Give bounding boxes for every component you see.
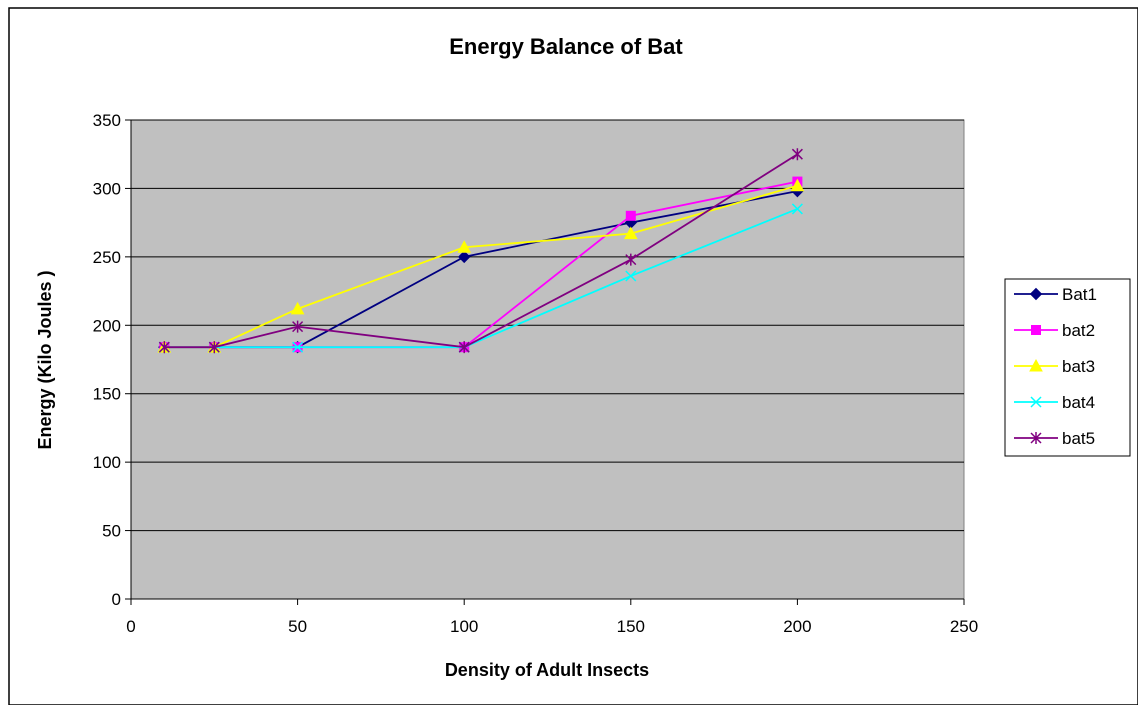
legend-box (1004, 278, 1131, 457)
data-point-bat5 (625, 253, 637, 266)
data-point-bat3 (790, 178, 805, 192)
y-tick-label: 300 (93, 179, 121, 198)
data-point-bat3 (290, 301, 305, 315)
x-tick-label: 200 (783, 617, 811, 636)
x-tick-label: 50 (288, 617, 307, 636)
legend-marker-bat1 (1029, 287, 1043, 301)
legend-marker-bat3 (1029, 358, 1043, 372)
x-axis-label: Density of Adult Insects (445, 660, 649, 680)
legend-marker-bat4 (1030, 396, 1042, 408)
legend-marker-bat2 (1031, 325, 1041, 335)
x-tick-label: 0 (126, 617, 135, 636)
data-point-bat5 (791, 148, 803, 161)
data-point-bat4 (625, 270, 637, 282)
y-axis-label: Energy (Kilo Joules ) (35, 270, 55, 449)
series-line-bat5 (164, 153, 798, 349)
plot-background (130, 119, 965, 600)
y-tick-label: 100 (93, 453, 121, 472)
data-point-bat4 (292, 341, 304, 353)
data-point-bat5 (458, 341, 470, 354)
data-point-bat5 (292, 320, 304, 333)
y-tick-label: 250 (93, 248, 121, 267)
data-point-bat5 (158, 341, 170, 354)
x-tick-label: 250 (950, 617, 978, 636)
legend-label-bat5: bat5 (1062, 429, 1095, 448)
legend-marker-bat5 (1030, 432, 1042, 444)
legend: Bat1 bat2 bat3 bat4 bat5 (1004, 278, 1131, 457)
y-tick-label: 150 (93, 385, 121, 404)
data-point-bat3 (457, 240, 472, 253)
y-tick-label: 50 (102, 522, 121, 541)
legend-label-bat1: Bat1 (1062, 285, 1097, 304)
data-point-bat5 (208, 341, 220, 354)
y-tick-label: 350 (93, 111, 121, 130)
data-point-bat4 (791, 203, 803, 215)
chart-title: Energy Balance of Bat (449, 34, 683, 59)
y-tick-label: 0 (112, 590, 121, 609)
legend-label-bat2: bat2 (1062, 321, 1095, 340)
data-point-bat3 (623, 226, 638, 240)
legend-label-bat3: bat3 (1062, 357, 1095, 376)
x-tick-label: 100 (450, 617, 478, 636)
plot-area: 0 50 100 150 200 250 300 350 0 50 100 150 200 250 (93, 111, 979, 636)
x-tick-label: 150 (617, 617, 645, 636)
data-point-bat2 (625, 210, 636, 221)
legend-label-bat4: bat4 (1062, 393, 1095, 412)
y-tick-label: 200 (93, 316, 121, 335)
data-point-bat1 (457, 250, 471, 264)
